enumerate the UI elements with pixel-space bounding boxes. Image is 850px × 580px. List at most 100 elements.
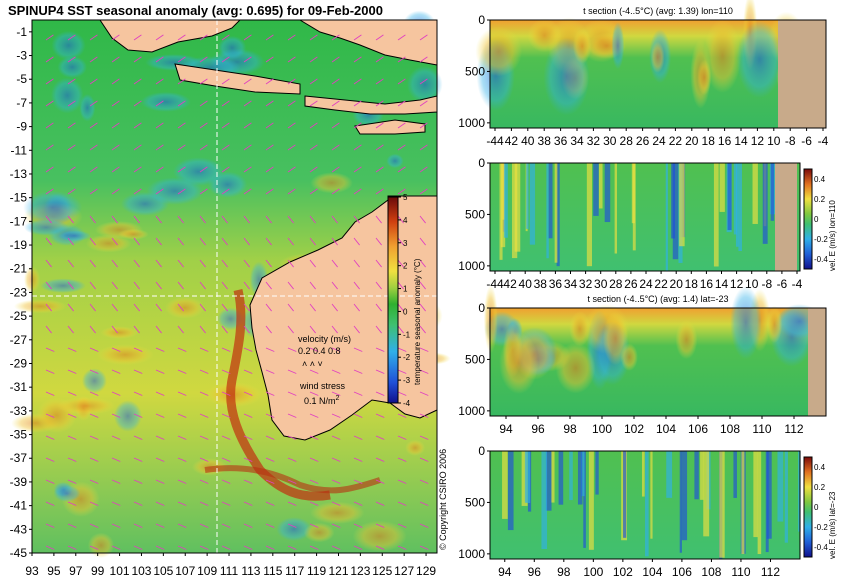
- wind-vector: [221, 281, 228, 290]
- panel-x-tick-label: 98: [557, 565, 571, 579]
- wind-vector: [111, 215, 118, 224]
- panel-x-tick-label: 18: [702, 134, 716, 148]
- wind-vector: [309, 122, 318, 129]
- wind-vector: [133, 391, 143, 396]
- wind-vector: [177, 237, 184, 246]
- wind-vector: [67, 501, 77, 506]
- panel-colorbar-tick-label: 0.4: [814, 463, 826, 472]
- wind-vector: [331, 259, 338, 268]
- wind-vector: [397, 56, 406, 63]
- wind-vector: [309, 100, 318, 107]
- southern-warm-band: [204, 465, 381, 494]
- wind-vector: [155, 281, 162, 290]
- map-lat-ticks: -1 -3 -5 -7 -9 -11 -13 -15 -17 -19 -21 -23 -25 -27 -29…: [10, 25, 32, 560]
- panel-x-tick-label: 110: [731, 565, 750, 579]
- wind-vector: [199, 215, 206, 224]
- wind-vector: [221, 259, 228, 268]
- wind-vector: [287, 259, 294, 268]
- velocity-stripe: [741, 451, 745, 555]
- wind-vector: [199, 523, 209, 528]
- wind-vector: [243, 391, 253, 396]
- wind-vector: [67, 215, 74, 224]
- velocity-stripe: [546, 163, 549, 259]
- panel-x-tick-label: 24: [639, 277, 653, 291]
- wind-vector: [265, 215, 272, 224]
- panel-y-tick-label: 1000: [458, 259, 485, 273]
- wind-vector: [67, 78, 76, 85]
- wind-vector: [45, 479, 55, 484]
- wind-vector: [67, 457, 77, 462]
- wind-vector: [375, 479, 385, 484]
- wind-vector: [287, 144, 296, 151]
- wind-vector: [419, 56, 428, 63]
- map-anomaly-patch: [57, 230, 92, 242]
- map-lat-tick-label: -37: [10, 451, 28, 465]
- wind-vector: [419, 100, 428, 107]
- wind-vector: [177, 325, 184, 334]
- panel-x-tick-label: 98: [563, 422, 577, 436]
- panel-y-tick-label: 1000: [458, 404, 485, 418]
- wind-vector: [89, 545, 99, 550]
- temperature-patch: [527, 18, 562, 53]
- java-land: [174, 63, 301, 95]
- map-lat-tick-label: -41: [10, 499, 28, 513]
- panel-x-tick-label: 102: [613, 565, 633, 579]
- panel-x-tick-label: 12: [730, 277, 744, 291]
- wind-vector: [309, 188, 318, 195]
- wind-vector: [111, 391, 121, 396]
- panel-x-tick-label: 38: [534, 277, 548, 291]
- wind-vector: [353, 523, 363, 528]
- map-colorbar-tick-label: -4: [403, 399, 411, 408]
- wind-vector: [331, 545, 341, 550]
- wind-vector: [331, 413, 341, 418]
- wind-vector: [243, 166, 252, 173]
- wind-vector: [177, 122, 186, 129]
- panel-frame: [489, 307, 827, 417]
- map-colorbar-tick-label: -2: [403, 353, 411, 362]
- wind-vector: [287, 391, 297, 396]
- map-anomaly-patch: [13, 299, 68, 314]
- map-colorbar: 5 4 3 2 1 0 -1 -2 -3 -4 temperature seasonal anom…: [387, 193, 422, 408]
- map-lon-tick-label: 107: [175, 564, 195, 578]
- velocity-stripe: [521, 451, 528, 506]
- wind-vector: [353, 303, 360, 312]
- map-anomaly-patch: [82, 368, 107, 394]
- wind-vector: [111, 188, 120, 195]
- wind-vector: [243, 34, 252, 41]
- wind-vector: [265, 281, 272, 290]
- wind-vector: [265, 479, 275, 484]
- wind-vector: [133, 215, 140, 224]
- map-lon-tick-label: 119: [307, 564, 326, 578]
- wind-vector: [331, 457, 341, 462]
- wind-vector: [45, 144, 54, 151]
- velocity-stripe: [733, 451, 737, 498]
- map-lon-tick-label: 99: [91, 564, 105, 578]
- map-lat-tick-label: -5: [16, 72, 27, 86]
- wind-vector: [89, 56, 98, 63]
- wind-vector: [111, 237, 118, 246]
- map-colorbar-tick-label: 0: [403, 307, 408, 316]
- wind-vector: [243, 457, 253, 462]
- panel-x-tick-label: 22: [654, 277, 668, 291]
- wind-vector: [89, 259, 96, 268]
- wind-vector: [89, 325, 96, 334]
- wind-vector: [331, 347, 341, 352]
- wind-vector: [397, 100, 406, 107]
- wind-vector: [243, 347, 253, 352]
- sst-anomaly-map: -1-3-5-7-9-11-13-15-17-19-21-23-25-27-29…: [10, 10, 451, 578]
- wind-vector: [199, 259, 206, 268]
- panel-y-tick-label: 0: [478, 444, 485, 458]
- wind-vector: [111, 479, 121, 484]
- wind-vector: [199, 457, 209, 462]
- map-anomaly-patch: [165, 296, 205, 319]
- wind-vector: [199, 281, 206, 290]
- panel-x-tick-label: -6: [801, 134, 812, 148]
- map-lon-tick-label: 127: [394, 564, 414, 578]
- panel-colorbar-tick-label: -0.2: [814, 235, 828, 244]
- wind-vector: [155, 413, 165, 418]
- wind-vector: [221, 369, 231, 374]
- panel-colorbar-tick-label: -0.4: [814, 543, 828, 552]
- wind-vector: [67, 479, 77, 484]
- wind-vector: [397, 78, 406, 85]
